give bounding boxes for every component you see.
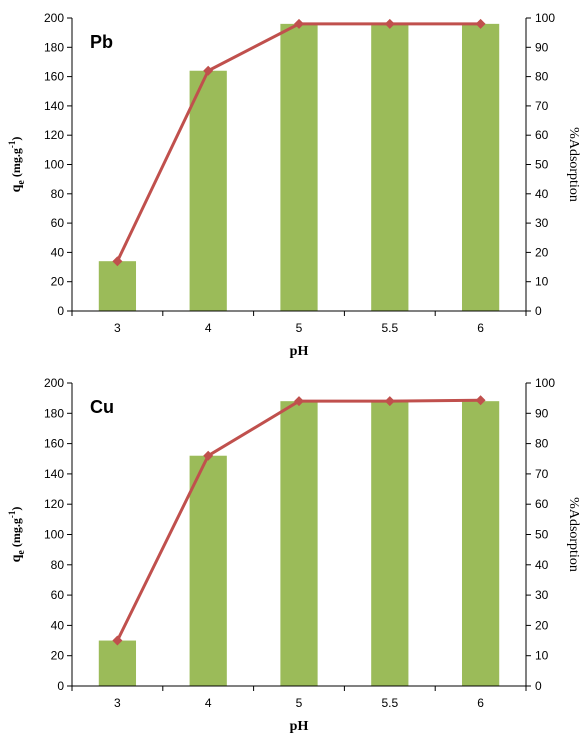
left-y-title-part-main: q [9, 184, 24, 192]
left-y-title-part-rest: (mg.g [9, 518, 23, 550]
bar-pb-ph-3 [98, 261, 137, 311]
right-tick-label: 90 [535, 406, 549, 420]
bar-cu-ph-4 [189, 455, 227, 686]
right-tick-label: 50 [535, 528, 549, 542]
left-tick-label: 140 [44, 99, 64, 113]
x-tick-label: 4 [205, 696, 212, 710]
adsorption-marker-ph-5.5 [384, 18, 395, 29]
bar-pb-ph-5 [280, 23, 318, 312]
left-tick-label: 180 [44, 406, 64, 420]
left-y-title-part-sup: -1 [7, 140, 17, 148]
x-tick-label: 6 [477, 321, 484, 335]
left-tick-label: 200 [44, 11, 64, 25]
left-tick-label: 40 [51, 618, 65, 632]
x-tick-label: 5.5 [381, 321, 398, 335]
left-y-axis-title: qe (mg.g-1) [7, 507, 27, 563]
bar-cu-ph-5.5 [371, 401, 409, 686]
bar-cu-ph-6 [461, 401, 500, 686]
left-tick-label: 100 [44, 528, 64, 542]
x-tick-label: 5.5 [381, 696, 398, 710]
left-tick-label: 160 [44, 437, 64, 451]
left-tick-label: 0 [57, 679, 64, 693]
right-tick-label: 70 [535, 467, 549, 481]
left-tick-label: 60 [51, 588, 65, 602]
bar-pb-ph-4 [189, 70, 227, 312]
adsorption-marker-ph-4 [203, 65, 214, 76]
left-tick-label: 80 [51, 187, 65, 201]
adsorption-marker-ph-3 [112, 635, 123, 646]
left-tick-label: 60 [51, 216, 65, 230]
left-tick-label: 40 [51, 245, 65, 259]
adsorption-marker-ph-5.5 [384, 396, 395, 407]
adsorption-marker-ph-3 [112, 256, 123, 267]
right-tick-label: 60 [535, 497, 549, 511]
left-tick-label: 200 [44, 376, 64, 390]
left-tick-label: 180 [44, 40, 64, 54]
adsorption-marker-ph-5 [294, 396, 304, 407]
left-tick-label: 120 [44, 497, 64, 511]
left-y-title-part-sub: e [16, 550, 27, 555]
x-axis-title: pH [290, 719, 309, 734]
x-tick-label: 5 [296, 321, 303, 335]
left-tick-label: 80 [51, 558, 65, 572]
right-y-axis-title: %Adsorption [566, 497, 581, 572]
left-y-title-part-end: ) [9, 137, 23, 141]
right-tick-label: 100 [535, 11, 555, 25]
x-tick-label: 6 [477, 696, 484, 710]
right-tick-label: 60 [535, 128, 549, 142]
right-tick-label: 80 [535, 437, 549, 451]
right-tick-label: 50 [535, 158, 549, 172]
x-tick-label: 4 [205, 321, 212, 335]
right-tick-label: 40 [535, 558, 549, 572]
left-tick-label: 120 [44, 128, 64, 142]
adsorption-marker-ph-5 [294, 18, 304, 29]
right-y-axis-title: %Adsorption [566, 127, 581, 202]
chart-panel-pb: 0 20 40 60 80 100 120 140 160 180 200 0 10 20 30 40 50 60… [7, 11, 581, 359]
left-tick-label: 0 [57, 304, 64, 318]
x-tick-label: 5 [296, 696, 303, 710]
bar-cu-ph-5 [280, 401, 318, 686]
chart-panel-cu: 0 20 40 60 80 100 120 140 160 180 200 0 10 20 30 40 50 60… [7, 376, 581, 734]
left-y-title-part-rest: (mg.g [9, 148, 23, 180]
right-tick-label: 40 [535, 187, 549, 201]
right-tick-label: 0 [535, 304, 542, 318]
adsorption-marker-ph-4 [203, 450, 214, 461]
right-tick-label: 0 [535, 679, 542, 693]
bar-pb-ph-6 [461, 23, 500, 312]
adsorption-marker-ph-6 [475, 395, 486, 406]
x-axis-title: pH [290, 344, 309, 359]
adsorption-marker-ph-6 [475, 18, 486, 29]
left-tick-label: 140 [44, 467, 64, 481]
panel-label: Cu [90, 397, 114, 417]
left-y-title-part-sup: -1 [7, 510, 17, 518]
left-tick-label: 160 [44, 70, 64, 84]
right-tick-label: 30 [535, 216, 549, 230]
left-y-title-part-sub: e [16, 180, 27, 185]
bar-pb-ph-5.5 [371, 23, 409, 312]
left-tick-label: 100 [44, 158, 64, 172]
left-y-title-part-end: ) [9, 507, 23, 511]
left-tick-label: 20 [51, 649, 65, 663]
right-tick-label: 10 [535, 649, 549, 663]
right-tick-label: 20 [535, 245, 549, 259]
right-tick-label: 100 [535, 376, 555, 390]
panel-label: Pb [90, 32, 113, 52]
left-y-title-part-main: q [9, 554, 24, 562]
left-tick-label: 20 [51, 275, 65, 289]
right-tick-label: 80 [535, 70, 549, 84]
right-tick-label: 70 [535, 99, 549, 113]
right-tick-label: 20 [535, 618, 549, 632]
right-tick-label: 10 [535, 275, 549, 289]
x-tick-label: 3 [114, 321, 121, 335]
left-y-axis-title: qe (mg.g-1) [7, 137, 27, 193]
x-tick-label: 3 [114, 696, 121, 710]
right-tick-label: 30 [535, 588, 549, 602]
right-tick-label: 90 [535, 40, 549, 54]
bar-cu-ph-3 [98, 640, 137, 686]
